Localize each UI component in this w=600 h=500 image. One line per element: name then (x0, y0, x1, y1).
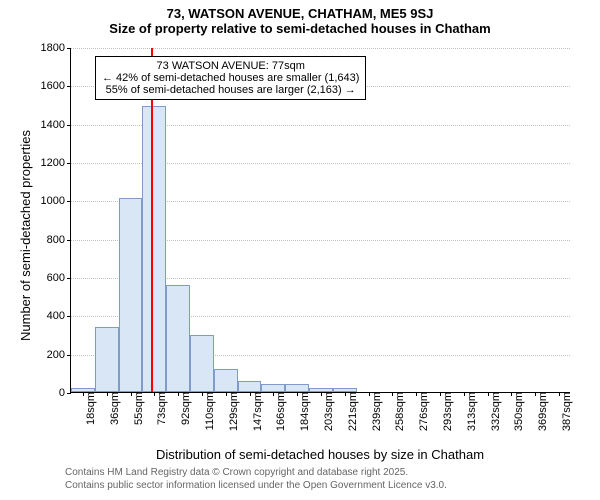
x-tick-label: 92sqm (174, 392, 192, 425)
annotation-line1: 73 WATSON AVENUE: 77sqm (102, 60, 359, 72)
chart-subtitle: Size of property relative to semi-detach… (0, 21, 600, 36)
x-tick-label: 184sqm (293, 392, 311, 431)
histogram-bar (166, 285, 190, 392)
x-tick-label: 147sqm (246, 392, 264, 431)
x-tick-label: 73sqm (150, 392, 168, 425)
x-tick-label: 369sqm (531, 392, 549, 431)
chart-title: 73, WATSON AVENUE, CHATHAM, ME5 9SJ (0, 6, 600, 21)
y-tick-label: 1200 (41, 157, 71, 169)
y-tick-label: 1000 (41, 195, 71, 207)
x-tick-label: 129sqm (222, 392, 240, 431)
x-tick-label: 332sqm (484, 392, 502, 431)
y-tick-label: 600 (47, 272, 71, 284)
x-tick-label: 313sqm (460, 392, 478, 431)
x-tick-label: 276sqm (412, 392, 430, 431)
y-tick-label: 0 (59, 387, 71, 399)
x-tick-label: 350sqm (507, 392, 525, 431)
x-tick-label: 166sqm (269, 392, 287, 431)
x-axis-label: Distribution of semi-detached houses by … (70, 447, 570, 462)
histogram-bar (190, 335, 214, 393)
annotation-line2: ← 42% of semi-detached houses are smalle… (102, 72, 359, 84)
x-tick-label: 293sqm (436, 392, 454, 431)
credits-line1: Contains HM Land Registry data © Crown c… (65, 467, 447, 480)
y-tick-label: 800 (47, 234, 71, 246)
y-tick-label: 400 (47, 310, 71, 322)
credits-line2: Contains public sector information licen… (65, 480, 447, 493)
histogram-bar (95, 327, 119, 392)
x-tick-label: 239sqm (365, 392, 383, 431)
histogram-bar (285, 384, 309, 392)
x-tick-label: 221sqm (341, 392, 359, 431)
x-tick-label: 203sqm (317, 392, 335, 431)
y-tick-label: 200 (47, 349, 71, 361)
x-tick-label: 55sqm (127, 392, 145, 425)
x-tick-label: 110sqm (198, 392, 216, 430)
x-tick-label: 18sqm (79, 392, 97, 425)
y-tick-label: 1800 (41, 42, 71, 54)
credits-block: Contains HM Land Registry data © Crown c… (65, 467, 447, 492)
y-tick-label: 1400 (41, 119, 71, 131)
histogram-bar (142, 106, 166, 392)
histogram-bar (214, 369, 238, 392)
annotation-line3: 55% of semi-detached houses are larger (… (102, 84, 359, 96)
y-axis-label: Number of semi-detached properties (18, 130, 33, 341)
x-tick-label: 36sqm (103, 392, 121, 425)
marker-annotation: 73 WATSON AVENUE: 77sqm ← 42% of semi-de… (95, 56, 366, 100)
gridline (71, 48, 570, 49)
x-tick-label: 387sqm (555, 392, 573, 431)
x-tick-label: 258sqm (388, 392, 406, 431)
y-tick-label: 1600 (41, 80, 71, 92)
chart-title-block: 73, WATSON AVENUE, CHATHAM, ME5 9SJ Size… (0, 0, 600, 36)
histogram-bar (119, 198, 143, 392)
histogram-bar (238, 381, 262, 393)
histogram-bar (261, 384, 285, 392)
